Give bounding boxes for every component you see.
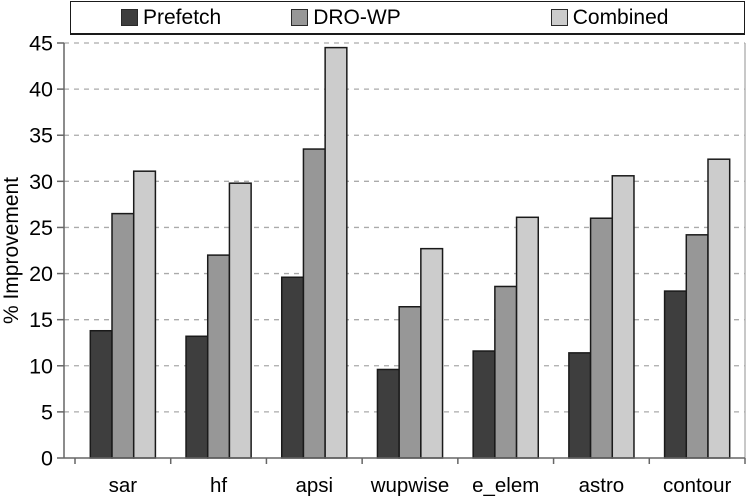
bar-apsi-combined xyxy=(324,46,348,459)
ytick-label-5: 5 xyxy=(41,400,53,424)
xtick-label-e_elem: e_elem xyxy=(472,474,539,497)
bar-apsi-prefetch xyxy=(280,276,305,459)
xtick-label-contour: contour xyxy=(663,474,732,497)
bar-hf-dro-wp xyxy=(206,254,231,459)
xtick-label-astro: astro xyxy=(579,474,625,497)
ytick-label-45: 45 xyxy=(29,32,53,56)
bar-sar-prefetch xyxy=(89,329,113,459)
bar-astro-dro-wp xyxy=(589,217,614,459)
xtick-label-hf: hf xyxy=(210,474,227,497)
legend-item-prefetch: Prefetch xyxy=(121,7,221,28)
bar-e_elem-dro-wp xyxy=(494,285,518,459)
legend-swatch-combined-icon xyxy=(550,9,568,26)
bar-wupwise-dro-wp xyxy=(398,306,422,459)
ytick-label-10: 10 xyxy=(29,354,53,378)
bar-contour-combined xyxy=(707,158,731,459)
bar-sar-dro-wp xyxy=(111,212,135,459)
xtick-label-apsi: apsi xyxy=(295,474,333,497)
ytick-label-35: 35 xyxy=(29,124,53,148)
chart-legend: Prefetch DRO-WP Combined xyxy=(70,1,745,35)
bar-e_elem-prefetch xyxy=(472,350,496,459)
legend-swatch-dro-wp-icon xyxy=(291,9,309,26)
legend-label-combined: Combined xyxy=(572,6,669,29)
xtick-label-sar: sar xyxy=(109,474,138,497)
bar-contour-dro-wp xyxy=(685,234,709,459)
ytick-label-30: 30 xyxy=(29,170,53,194)
bar-hf-combined xyxy=(228,182,252,459)
legend-item-dro-wp: DRO-WP xyxy=(291,7,401,28)
ytick-label-0: 0 xyxy=(41,447,53,471)
y-axis-title: % Improvement xyxy=(0,177,23,324)
bar-astro-combined xyxy=(611,175,635,459)
bar-apsi-dro-wp xyxy=(302,148,326,459)
ytick-label-15: 15 xyxy=(29,308,53,332)
bar-astro-prefetch xyxy=(568,352,592,459)
legend-label-prefetch: Prefetch xyxy=(143,6,222,29)
ytick-label-25: 25 xyxy=(29,216,53,240)
ytick-label-20: 20 xyxy=(29,262,53,286)
legend-swatch-prefetch-icon xyxy=(121,9,138,26)
bar-wupwise-combined xyxy=(420,247,444,459)
legend-label-dro-wp: DRO-WP xyxy=(313,6,401,29)
bar-sar-combined xyxy=(132,170,157,459)
bar-e_elem-combined xyxy=(515,216,540,459)
ytick-label-40: 40 xyxy=(29,78,53,102)
xtick-label-wupwise: wupwise xyxy=(370,474,450,497)
legend-item-combined: Combined xyxy=(550,6,669,29)
bar-wupwise-prefetch xyxy=(376,368,400,459)
bar-contour-prefetch xyxy=(663,290,688,459)
bar-hf-prefetch xyxy=(185,335,209,459)
